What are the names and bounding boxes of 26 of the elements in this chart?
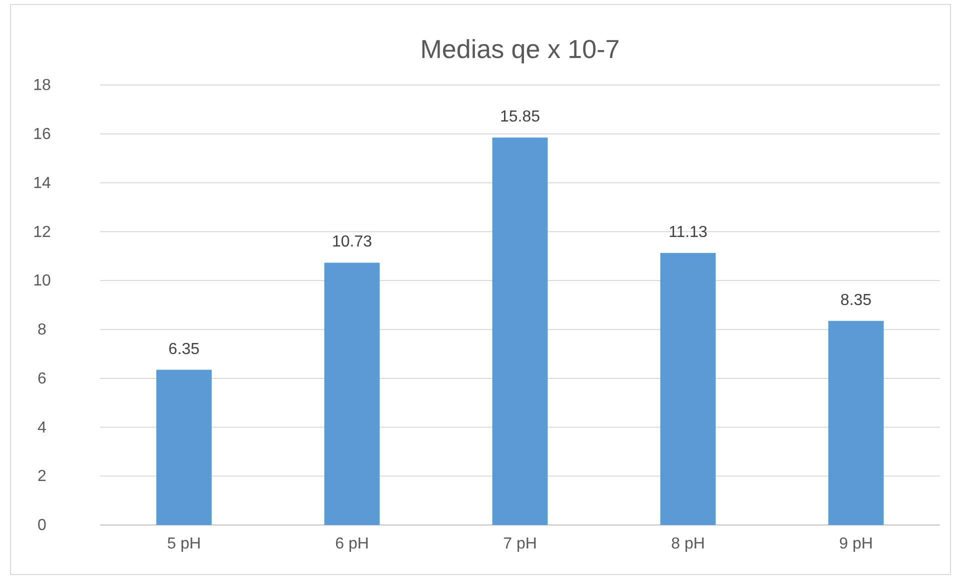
x-tick-label: 9 pH — [839, 535, 873, 552]
data-label: 6.35 — [168, 340, 200, 358]
y-tick-label: 12 — [33, 224, 51, 241]
bar — [324, 262, 380, 525]
x-tick-label: 5 pH — [167, 535, 201, 552]
bar — [660, 252, 716, 525]
x-tick-label: 7 pH — [503, 535, 537, 552]
y-tick-label: 4 — [38, 419, 47, 436]
y-tick-label: 0 — [38, 517, 47, 534]
y-tick-label: 18 — [33, 77, 51, 94]
y-tick-label: 16 — [33, 126, 51, 144]
y-tick-label: 10 — [33, 272, 51, 290]
y-tick-label: 14 — [33, 174, 51, 192]
bar — [828, 320, 884, 525]
x-tick-label: 8 pH — [671, 535, 705, 552]
data-label: 10.73 — [332, 234, 372, 251]
chart-title: Medias qe x 10-7 — [420, 34, 620, 64]
data-label: 11.13 — [668, 224, 708, 241]
y-tick-label: 6 — [38, 370, 47, 388]
bar — [492, 138, 548, 525]
bar — [156, 370, 212, 525]
data-label: 8.35 — [840, 292, 872, 309]
x-tick-label: 6 pH — [335, 535, 369, 552]
y-tick-label: 2 — [38, 468, 47, 486]
y-tick-label: 8 — [38, 322, 47, 339]
data-label: 15.85 — [500, 108, 540, 126]
